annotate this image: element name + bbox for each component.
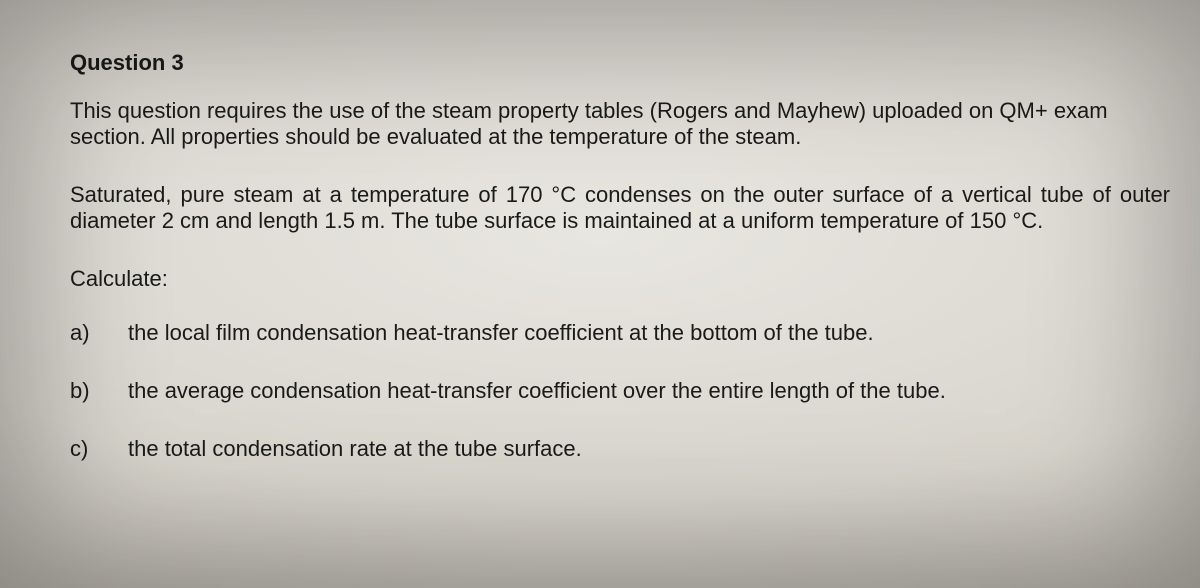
- part-label-a: a): [70, 320, 128, 346]
- part-label-c: c): [70, 436, 128, 462]
- question-setup: Saturated, pure steam at a temperature o…: [70, 182, 1170, 234]
- part-text-a: the local film condensation heat-transfe…: [128, 320, 1170, 346]
- part-text-c: the total condensation rate at the tube …: [128, 436, 1170, 462]
- calculate-label: Calculate:: [70, 266, 1170, 292]
- question-parts: a) the local film condensation heat-tran…: [70, 320, 1170, 462]
- question-title: Question 3: [70, 50, 1170, 76]
- question-part: a) the local film condensation heat-tran…: [70, 320, 1170, 346]
- part-text-b: the average condensation heat-transfer c…: [128, 378, 1170, 404]
- part-label-b: b): [70, 378, 128, 404]
- question-page: Question 3 This question requires the us…: [70, 50, 1170, 462]
- question-intro: This question requires the use of the st…: [70, 98, 1170, 150]
- question-part: c) the total condensation rate at the tu…: [70, 436, 1170, 462]
- question-part: b) the average condensation heat-transfe…: [70, 378, 1170, 404]
